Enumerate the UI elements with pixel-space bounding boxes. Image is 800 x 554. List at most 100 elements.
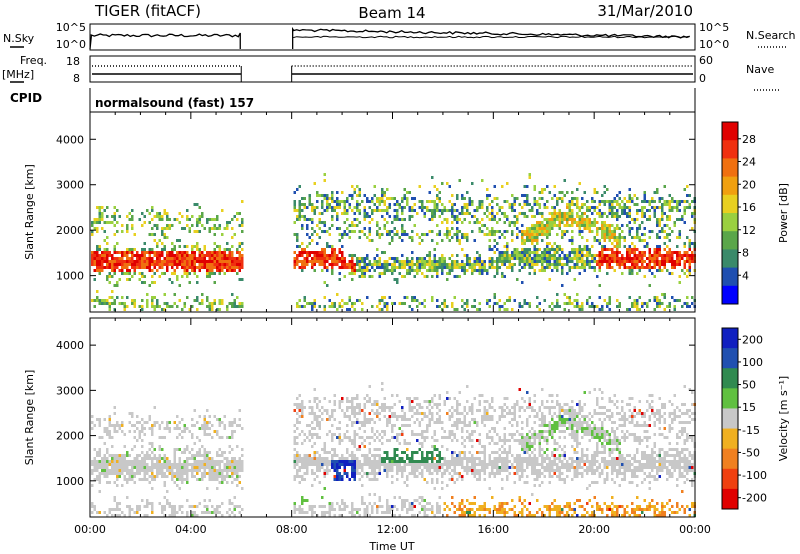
power-cell bbox=[588, 206, 591, 209]
velocity-cell bbox=[353, 475, 356, 478]
power-cell bbox=[293, 191, 296, 194]
power-cell bbox=[653, 308, 656, 311]
power-cell bbox=[311, 203, 314, 206]
power-cell bbox=[311, 305, 314, 308]
power-cell bbox=[451, 305, 454, 308]
velocity-cell bbox=[391, 481, 394, 484]
velocity-cell bbox=[316, 466, 319, 469]
power-cell bbox=[576, 212, 579, 215]
power-cell bbox=[608, 206, 611, 209]
power-cell bbox=[198, 248, 201, 251]
power-cell bbox=[501, 257, 504, 260]
power-cell bbox=[391, 257, 394, 260]
power-cell bbox=[506, 260, 509, 263]
velocity-cell bbox=[121, 463, 124, 466]
velocity-cell bbox=[233, 496, 236, 499]
power-cell bbox=[376, 254, 379, 257]
power-cell bbox=[653, 215, 656, 218]
velocity-cell bbox=[136, 421, 139, 424]
power-cell bbox=[323, 281, 326, 284]
power-cell bbox=[683, 221, 686, 224]
power-cell bbox=[518, 257, 521, 260]
velocity-cell bbox=[356, 412, 359, 415]
date-label: 31/Mar/2010 bbox=[597, 2, 693, 20]
power-cell bbox=[586, 302, 589, 305]
velocity-cell bbox=[396, 472, 399, 475]
power-cell bbox=[543, 203, 546, 206]
power-cell bbox=[498, 236, 501, 239]
power-cell bbox=[411, 260, 414, 263]
velocity-cell bbox=[168, 430, 171, 433]
power-cell bbox=[333, 206, 336, 209]
power-cell bbox=[523, 194, 526, 197]
power-cell bbox=[586, 221, 589, 224]
power-cell bbox=[311, 233, 314, 236]
velocity-cell bbox=[381, 460, 384, 463]
power-cell bbox=[441, 182, 444, 185]
velocity-cell bbox=[166, 463, 169, 466]
power-cell bbox=[143, 260, 146, 263]
power-cell bbox=[323, 260, 326, 263]
velocity-cell bbox=[161, 469, 164, 472]
power-cell bbox=[213, 302, 216, 305]
power-cell bbox=[428, 218, 431, 221]
velocity-cell bbox=[158, 469, 161, 472]
power-cell bbox=[646, 263, 649, 266]
power-cell bbox=[546, 233, 549, 236]
power-cell bbox=[161, 272, 164, 275]
power-cell bbox=[556, 269, 559, 272]
power-cell bbox=[396, 278, 399, 281]
velocity-cell bbox=[133, 436, 136, 439]
power-cell bbox=[606, 230, 609, 233]
power-cell bbox=[653, 212, 656, 215]
power-cell bbox=[178, 257, 181, 260]
power-cell bbox=[523, 254, 526, 257]
velocity-cell bbox=[98, 511, 101, 514]
velocity-cell bbox=[326, 412, 329, 415]
velocity-cell bbox=[196, 463, 199, 466]
power-cell bbox=[293, 263, 296, 266]
velocity-cell bbox=[358, 412, 361, 415]
velocity-cell bbox=[421, 460, 424, 463]
velocity-cell bbox=[231, 457, 234, 460]
power-cell bbox=[448, 272, 451, 275]
power-cell bbox=[531, 257, 534, 260]
power-cell bbox=[663, 242, 666, 245]
power-cell bbox=[96, 257, 99, 260]
velocity-cell bbox=[428, 418, 431, 421]
power-cell bbox=[636, 203, 639, 206]
power-cell bbox=[303, 305, 306, 308]
power-cell bbox=[608, 227, 611, 230]
power-cell bbox=[576, 251, 579, 254]
power-cell bbox=[486, 206, 489, 209]
power-cell bbox=[393, 302, 396, 305]
power-cell bbox=[423, 215, 426, 218]
power-cell bbox=[596, 275, 599, 278]
power-cell bbox=[301, 224, 304, 227]
velocity-cell bbox=[233, 469, 236, 472]
velocity-cell bbox=[143, 421, 146, 424]
power-cell bbox=[181, 254, 184, 257]
power-cell bbox=[548, 260, 551, 263]
power-cell bbox=[466, 206, 469, 209]
velocity-cell bbox=[401, 466, 404, 469]
power-cell bbox=[591, 197, 594, 200]
velocity-cell bbox=[108, 472, 111, 475]
power-cell bbox=[538, 203, 541, 206]
power-cell bbox=[373, 185, 376, 188]
power-cell bbox=[513, 203, 516, 206]
power-cell bbox=[648, 209, 651, 212]
power-cell bbox=[156, 242, 159, 245]
power-cell bbox=[296, 239, 299, 242]
power-cell bbox=[148, 284, 151, 287]
power-cell bbox=[581, 257, 584, 260]
velocity-cell bbox=[418, 412, 421, 415]
power-cell bbox=[411, 239, 414, 242]
power-cell bbox=[546, 221, 549, 224]
velocity-cell bbox=[408, 400, 411, 403]
velocity-cell bbox=[333, 403, 336, 406]
power-cell bbox=[96, 218, 99, 221]
power-cell bbox=[136, 263, 139, 266]
power-cell bbox=[113, 299, 116, 302]
velocity-cell bbox=[326, 418, 329, 421]
